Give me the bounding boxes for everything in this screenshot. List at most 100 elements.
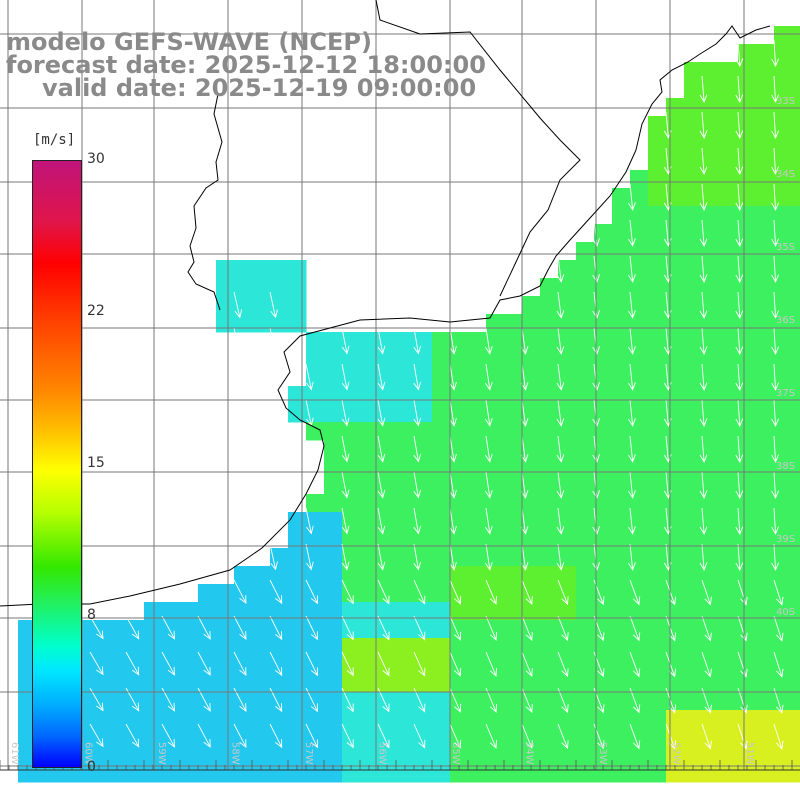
wind-cell [774,296,793,315]
wind-cell [558,260,577,279]
wind-cell [576,548,595,567]
wind-cell [684,386,703,405]
wind-cell [630,638,649,657]
wind-cell [378,530,397,549]
wind-cell [774,710,793,729]
wind-cell [504,710,523,729]
wind-cell [684,404,703,423]
wind-cell [486,584,505,603]
wind-cell [738,386,757,405]
wind-cell [234,260,253,279]
wind-cell [450,512,469,531]
wind-cell [720,602,739,621]
wind-cell [792,224,800,243]
wind-cell [522,656,541,675]
wind-cell [450,710,469,729]
wind-cell [414,620,433,639]
wind-cell [432,512,451,531]
wind-cell [648,116,667,135]
wind-cell [594,404,613,423]
wind-cell [162,602,181,621]
longitude-label: 51W [744,742,755,765]
wind-cell [252,674,271,693]
wind-cell [540,584,559,603]
wind-cell [486,620,505,639]
wind-cell [630,494,649,513]
wind-cell [486,764,505,783]
wind-cell [630,548,649,567]
wind-cell [630,404,649,423]
wind-cell [540,314,559,333]
wind-cell [270,746,289,765]
wind-cell [108,620,127,639]
wind-arrow [628,291,636,319]
wind-cell [774,278,793,297]
wind-cell [630,188,649,207]
wind-cell [468,386,487,405]
wind-arrow [699,543,708,571]
wind-cell [648,602,667,621]
wind-cell [738,260,757,279]
wind-cell [702,368,721,387]
wind-cell [576,764,595,783]
wind-cell [630,296,649,315]
wind-cell [738,530,757,549]
wind-cell [414,512,433,531]
wind-cell [324,422,343,441]
wind-cell [702,512,721,531]
wind-cell [378,404,397,423]
wind-cell [648,746,667,765]
wind-cell [792,620,800,639]
wind-cell [756,440,775,459]
wind-cell [360,674,379,693]
wind-cell [432,476,451,495]
wind-cell [414,656,433,675]
wind-cell [216,314,235,333]
wind-cell [648,188,667,207]
wind-arrow [735,39,744,67]
latitude-label: 35S [776,242,795,253]
wind-cell [738,728,757,747]
wind-cell [684,188,703,207]
wind-cell [576,242,595,261]
wind-cell [540,368,559,387]
wind-arrow [701,615,712,642]
wind-arrow [771,471,779,499]
wind-cell [432,764,451,783]
wind-cell [774,548,793,567]
wind-cell [414,710,433,729]
wind-cell [756,404,775,423]
wind-cell [72,764,91,783]
wind-cell [324,440,343,459]
wind-arrow [305,651,318,677]
wind-cell [504,674,523,693]
wind-cell [324,512,343,531]
wind-cell [504,530,523,549]
wind-cell [774,404,793,423]
wind-cell [342,476,361,495]
wind-cell [378,350,397,369]
wind-arrow [485,723,497,749]
wind-cell [432,368,451,387]
wind-cell [396,710,415,729]
wind-cell [774,728,793,747]
wind-cell [396,728,415,747]
wind-cell [522,314,541,333]
wind-cell [594,746,613,765]
wind-cell [234,566,253,585]
wind-cell [414,764,433,783]
wind-cell [558,746,577,765]
wind-cell [504,746,523,765]
wind-cell [414,638,433,657]
wind-cell [756,674,775,693]
wind-cell [594,440,613,459]
wind-cell [558,368,577,387]
wind-cell [576,746,595,765]
wind-cell [378,710,397,729]
wind-cell [342,602,361,621]
wind-cell [738,332,757,351]
wind-cell [450,620,469,639]
wind-cell [702,278,721,297]
wind-cell [756,170,775,189]
